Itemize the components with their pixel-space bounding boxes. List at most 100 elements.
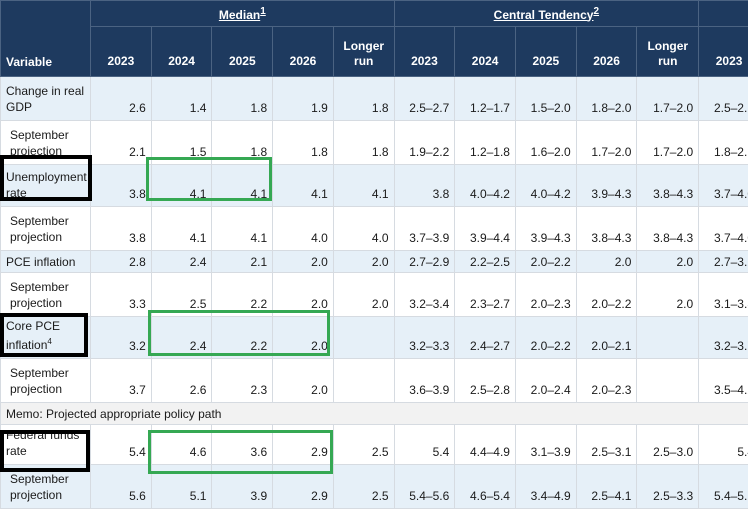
table-cell: 1.8–2.0 xyxy=(575,76,638,121)
table-cell: 3.9–4.3 xyxy=(514,206,577,251)
table-cell: 2.0–2.2 xyxy=(514,316,577,359)
table-cell: 2.7–3.2 xyxy=(698,250,748,273)
table-row: Change in real GDP 2.6 1.4 1.8 1.9 1.8 2.… xyxy=(0,76,748,121)
table-cell: 4.0 xyxy=(332,206,395,251)
core-pce-footnote-link[interactable]: 4 xyxy=(47,337,52,346)
table-cell: 4.0 xyxy=(272,206,334,251)
table-cell: 2.3 xyxy=(211,358,274,403)
table-cell: 2.0–2.1 xyxy=(575,316,638,359)
median-2023-header: 2023 xyxy=(90,26,152,77)
table-cell: 2.0 xyxy=(272,316,334,359)
table-cell: 2.5 xyxy=(150,272,213,317)
table-cell: 4.0–4.2 xyxy=(454,164,516,207)
row-label: Unemployment rate xyxy=(0,164,92,207)
table-cell: 1.7–2.0 xyxy=(575,120,638,165)
row-label: Federal funds rate xyxy=(0,424,92,465)
table-cell: 1.7–2.0 xyxy=(636,120,700,165)
table-cell: 2.5–3.3 xyxy=(636,464,700,509)
row-label: Core PCE inflation4 xyxy=(0,316,92,359)
table-cell: 3.7 xyxy=(90,358,152,403)
table-cell: 3.7–4.0 xyxy=(698,164,748,207)
table-cell: 2.2 xyxy=(211,272,274,317)
table-cell: 4.6 xyxy=(150,424,213,465)
median-footnote-link[interactable]: 1 xyxy=(260,5,266,17)
table-cell: 2.0 xyxy=(272,272,334,317)
table-cell: 2.2–2.5 xyxy=(454,250,516,273)
table-cell: 1.5–2.0 xyxy=(514,76,577,121)
table-cell: 2.0–2.3 xyxy=(575,358,638,403)
table-cell: 2.0–2.2 xyxy=(514,250,577,273)
table-cell: 3.8–4.3 xyxy=(636,164,700,207)
table-cell: 4.0–4.2 xyxy=(514,164,577,207)
table-cell: 2.0 xyxy=(575,250,638,273)
table-cell: 2.5–2.8 xyxy=(454,358,516,403)
variable-header: Variable xyxy=(0,0,92,77)
table-cell: 1.5 xyxy=(150,120,213,165)
table-cell: 2.5–4.1 xyxy=(575,464,638,509)
table-cell: 2.9 xyxy=(272,464,334,509)
table-cell: 3.6–3.9 xyxy=(393,358,456,403)
table-row: September projection 3.7 2.6 2.3 2.0 3.6–… xyxy=(0,358,748,403)
table-row: Federal funds rate 5.4 4.6 3.6 2.9 2.5 5.… xyxy=(0,424,748,465)
table-cell: 3.2–3.3 xyxy=(393,316,456,359)
table-cell: 2.4–2.7 xyxy=(454,316,516,359)
table-cell: 3.6 xyxy=(211,424,274,465)
table-cell: 4.4–4.9 xyxy=(454,424,516,465)
ct-2025-header: 2025 xyxy=(514,26,577,77)
header-group-row: Variable Median1 Central Tendency2 xyxy=(0,0,748,77)
median-2025-header: 2025 xyxy=(211,26,274,77)
central-tendency-footnote-link[interactable]: 2 xyxy=(593,5,600,17)
range-group-header xyxy=(698,0,748,27)
table-cell: 5.1 xyxy=(150,464,213,509)
table-cell: 1.6–2.0 xyxy=(514,120,577,165)
table-cell: 3.7–4.0 xyxy=(698,206,748,251)
table-cell: 3.9–4.4 xyxy=(454,206,516,251)
table-row: PCE inflation 2.8 2.4 2.1 2.0 2.0 2.7–2.… xyxy=(0,250,748,273)
table-cell: 2.0 xyxy=(636,250,700,273)
table-cell: 2.0 xyxy=(332,272,395,317)
table-cell: 1.8 xyxy=(211,120,274,165)
table-cell: 2.0 xyxy=(332,250,395,273)
table-cell: 2.5–3.0 xyxy=(636,424,700,465)
table-cell: 2.0–2.2 xyxy=(575,272,638,317)
table-cell: 4.1 xyxy=(272,164,334,207)
table-cell: 3.1–3.9 xyxy=(514,424,577,465)
table-cell: 5.4 xyxy=(90,424,152,465)
table-cell: 1.8 xyxy=(332,76,395,121)
table-cell: 1.2–1.8 xyxy=(454,120,516,165)
table-row: September projection 3.3 2.5 2.2 2.0 2.0 … xyxy=(0,272,748,317)
median-title: Median xyxy=(218,7,261,22)
table-cell: 1.8 xyxy=(211,76,274,121)
table-cell: 3.8 xyxy=(90,206,152,251)
table-cell: 3.9–4.3 xyxy=(575,164,638,207)
central-tendency-group-header: Central Tendency2 xyxy=(393,0,700,27)
table-cell: 5.4–5.6 xyxy=(393,464,456,509)
median-2026-header: 2026 xyxy=(272,26,334,77)
table-cell: 3.1–3.8 xyxy=(698,272,748,317)
table-cell: 2.1 xyxy=(211,250,274,273)
table-cell: 1.9 xyxy=(272,76,334,121)
row-label: Change in real GDP xyxy=(0,76,92,121)
table-cell: 2.5 xyxy=(332,464,395,509)
table-cell: 3.5–4.2 xyxy=(698,358,748,403)
header-columns-row: 2023 2024 2025 2026 Longer run 2023 2024 … xyxy=(1,26,748,77)
table-cell: 1.9–2.2 xyxy=(393,120,456,165)
table-cell: 3.3 xyxy=(90,272,152,317)
table-cell: 2.1 xyxy=(90,120,152,165)
ct-longer-run-header: Longer run xyxy=(636,26,700,77)
table-cell: 2.5–2.7 xyxy=(698,76,748,121)
median-group-header: Median1 xyxy=(90,0,395,27)
table-cell: 1.8 xyxy=(272,120,334,165)
row-label: September projection xyxy=(0,120,92,165)
table-cell: 1.4 xyxy=(150,76,213,121)
row-label: September projection xyxy=(0,464,92,509)
table-row: September projection 5.6 5.1 3.9 2.9 2.5 … xyxy=(0,464,748,509)
table-cell: 1.8 xyxy=(332,120,395,165)
table-cell: 2.7–2.9 xyxy=(393,250,456,273)
table-cell: 3.2–3.4 xyxy=(393,272,456,317)
table-cell xyxy=(332,316,395,359)
central-tendency-title: Central Tendency xyxy=(493,7,594,22)
table-cell: 4.1 xyxy=(150,164,213,207)
table-row: Core PCE inflation4 3.2 2.4 2.2 2.0 3.2–3… xyxy=(0,316,748,359)
table-cell: 2.5–2.7 xyxy=(393,76,456,121)
